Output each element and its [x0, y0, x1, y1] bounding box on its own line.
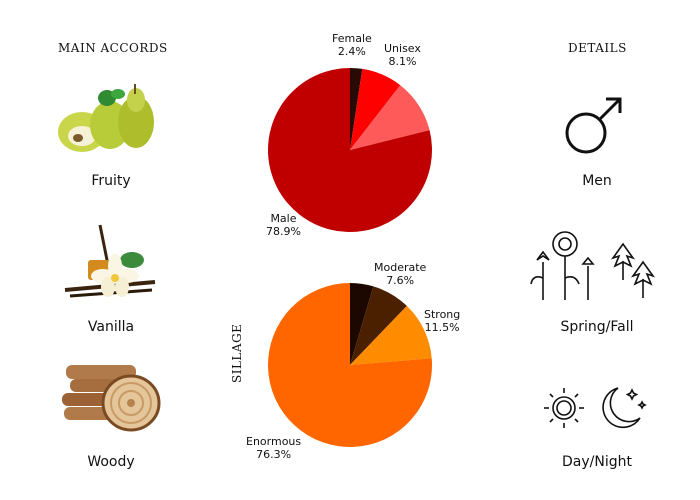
details-heading: DETAILS [568, 41, 627, 55]
detail-label-time: Day/Night [562, 454, 632, 470]
accord-label-fruity: Fruity [91, 173, 131, 189]
accord-label-woody: Woody [87, 454, 135, 470]
sillage-pie-chart [268, 283, 432, 447]
sillage-label-enormous: Enormous 76.3% [246, 435, 301, 461]
sillage-moderate-name: Moderate [374, 261, 427, 274]
gender-pie-chart [268, 68, 432, 232]
sillage-slice-strong [350, 305, 432, 365]
gender-label-unisex: Unisex 8.1% [384, 42, 421, 68]
gender-label-female: Female 2.4% [332, 32, 372, 58]
gender-male-percent: 78.9% [266, 225, 301, 238]
flowers-leaves-icon [530, 231, 656, 300]
sillage-slice-unlabeled-0 [350, 283, 374, 365]
sun-moon-icon [544, 387, 647, 429]
wood-logs-icon [62, 365, 161, 432]
gender-female-percent: 2.4% [337, 45, 366, 58]
gender-slice-unisex [350, 68, 401, 150]
gender-female-name: Female [332, 32, 372, 45]
detail-label-season: Spring/Fall [560, 319, 634, 335]
sillage-label-moderate: Moderate 7.6% [374, 261, 426, 287]
sillage-slice-moderate [350, 286, 407, 365]
sillage-strong-name: Strong [424, 308, 461, 321]
sillage-label-strong: Strong 11.5% [424, 308, 460, 334]
gender-male-name: Male [270, 212, 297, 225]
detail-label-gender: Men [582, 173, 612, 189]
male-symbol-icon [565, 97, 622, 154]
accord-label-vanilla: Vanilla [87, 319, 135, 335]
gender-slice-unlabeled-2 [350, 85, 430, 150]
gender-slice-male [268, 68, 432, 232]
gender-unisex-name: Unisex [384, 42, 421, 55]
sillage-slice-enormous [268, 283, 432, 447]
sillage-enormous-name: Enormous [246, 435, 302, 448]
sillage-strong-percent: 11.5% [424, 321, 460, 334]
sillage-moderate-percent: 7.6% [386, 274, 415, 287]
sillage-title: SILLAGE [230, 323, 244, 383]
sillage-enormous-percent: 76.3% [256, 448, 292, 461]
gender-unisex-percent: 8.1% [388, 55, 417, 68]
pear-icon [58, 84, 154, 152]
main-accords-heading: MAIN ACCORDS [58, 41, 168, 55]
gender-slice-female [350, 68, 363, 150]
gender-label-male: Male 78.9% [266, 212, 301, 238]
vanilla-flower-icon [64, 224, 156, 298]
